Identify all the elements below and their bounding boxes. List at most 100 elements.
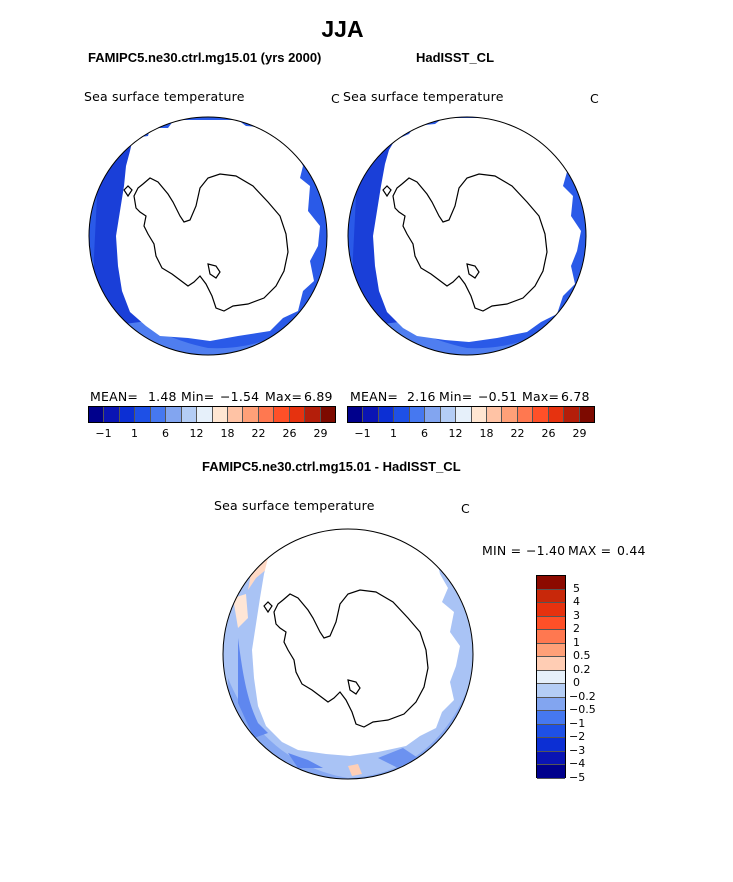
colorbar-swatch — [456, 407, 472, 422]
colorbar-swatch — [533, 407, 549, 422]
colorbar-swatch — [197, 407, 213, 422]
panel2-min-label: Min= — [439, 389, 473, 404]
colorbar-swatch — [227, 407, 244, 422]
colorbar-swatch — [289, 407, 306, 422]
panel1-min-value: −1.54 — [220, 389, 260, 404]
colorbar-swatch — [471, 407, 487, 422]
panel1-max-value: 6.89 — [304, 389, 333, 404]
colorbar-tick-label: 4 — [573, 595, 580, 609]
colorbar-tick-label: −3 — [569, 743, 586, 757]
colorbar-tick-label: 3 — [573, 608, 580, 622]
panel2-units-label: C — [590, 91, 599, 106]
panel2-polar-map — [347, 116, 587, 356]
colorbar-tick-label: −1 — [354, 427, 371, 440]
colorbar-swatch — [409, 407, 426, 422]
colorbar-swatch — [258, 407, 275, 422]
colorbar-swatch — [579, 407, 594, 422]
colorbar-tick-label: −5 — [569, 771, 586, 784]
colorbar-tick-label: 29 — [313, 427, 328, 440]
colorbar-swatch — [517, 407, 534, 422]
colorbar-swatch — [394, 407, 410, 422]
panel2-max-label: Max= — [522, 389, 560, 404]
colorbar-swatch — [548, 407, 565, 422]
colorbar-swatch — [537, 630, 565, 644]
colorbar-tick-label: 1 — [390, 427, 397, 440]
colorbar-swatch — [537, 751, 565, 766]
colorbar-tick-label: 29 — [572, 427, 587, 440]
panel3-variable-label: Sea surface temperature — [214, 498, 375, 513]
panel3-min-label: MIN = — [482, 543, 522, 558]
colorbar-swatch — [537, 697, 565, 712]
colorbar-tick-label: 6 — [162, 427, 169, 440]
colorbar-tick-label: 18 — [479, 427, 494, 440]
panel3-polar-map — [222, 528, 474, 780]
colorbar-tick-label: 1 — [131, 427, 138, 440]
panel1-polar-map — [88, 116, 328, 356]
panel1-units-label: C — [331, 91, 340, 106]
panel2-case-label: HadISST_CL — [416, 50, 495, 65]
colorbar-tick-label: 22 — [510, 427, 525, 440]
colorbar-swatch — [320, 407, 335, 422]
panel1-colorbar — [88, 406, 336, 423]
panel3-case-label: FAMIPC5.ne30.ctrl.mg15.01 - HadISST_CL — [202, 459, 461, 474]
colorbar-swatch — [104, 407, 120, 422]
colorbar-swatch — [537, 616, 565, 631]
panel3-min-value: −1.40 — [526, 543, 566, 558]
colorbar-swatch — [274, 407, 290, 422]
colorbar-tick-label: 6 — [421, 427, 428, 440]
panel2-max-value: 6.78 — [561, 389, 590, 404]
colorbar-swatch — [486, 407, 503, 422]
panel2-min-value: −0.51 — [478, 389, 518, 404]
colorbar-swatch — [564, 407, 580, 422]
colorbar-tick-label: −0.2 — [569, 689, 596, 703]
colorbar-tick-label: 2 — [573, 622, 580, 636]
panel3-colorbar — [536, 575, 566, 779]
panel1-case-label: FAMIPC5.ne30.ctrl.mg15.01 (yrs 2000) — [88, 50, 322, 65]
panel2-mean-label: MEAN= — [350, 389, 399, 404]
panel1-variable-label: Sea surface temperature — [84, 89, 245, 104]
colorbar-swatch — [135, 407, 151, 422]
colorbar-tick-label: 0.2 — [573, 662, 591, 676]
colorbar-tick-label: 0.5 — [573, 649, 591, 663]
colorbar-tick-label: 12 — [448, 427, 463, 440]
colorbar-swatch — [305, 407, 321, 422]
colorbar-swatch — [537, 670, 565, 685]
colorbar-tick-label: 26 — [541, 427, 556, 440]
panel1-max-label: Max= — [265, 389, 303, 404]
colorbar-swatch — [537, 711, 565, 725]
colorbar-swatch — [537, 603, 565, 617]
colorbar-tick-label: 12 — [189, 427, 204, 440]
colorbar-tick-label: 1 — [573, 635, 580, 649]
colorbar-swatch — [212, 407, 228, 422]
panel2-mean-value: 2.16 — [407, 389, 436, 404]
colorbar-swatch — [537, 657, 565, 671]
colorbar-swatch — [537, 724, 565, 739]
page-title: JJA — [321, 16, 364, 42]
colorbar-swatch — [348, 407, 364, 422]
colorbar-tick-label: 5 — [573, 581, 580, 595]
colorbar-tick-label: 0 — [573, 676, 580, 690]
colorbar-swatch — [243, 407, 259, 422]
colorbar-swatch — [166, 407, 182, 422]
colorbar-swatch — [119, 407, 136, 422]
colorbar-swatch — [502, 407, 518, 422]
colorbar-swatch — [363, 407, 379, 422]
colorbar-tick-label: 18 — [220, 427, 235, 440]
panel2-variable-label: Sea surface temperature — [343, 89, 504, 104]
panel3-colorbar-ticks: 5 4 3 2 1 0.5 0.2 0 −0.2 −0.5 −1 −2 −3 −4 −5 — [569, 575, 631, 784]
panel2-colorbar-ticks: −1 1 6 12 18 22 26 29 — [347, 427, 595, 441]
colorbar-swatch — [378, 407, 395, 422]
colorbar-tick-label: −0.5 — [569, 703, 596, 717]
colorbar-tick-label: 22 — [251, 427, 266, 440]
colorbar-swatch — [537, 589, 565, 604]
colorbar-swatch — [537, 765, 565, 779]
colorbar-tick-label: −4 — [569, 757, 586, 771]
colorbar-tick-label: −2 — [569, 730, 586, 744]
colorbar-swatch — [537, 684, 565, 698]
panel1-mean-value: 1.48 — [148, 389, 177, 404]
panel1-mean-label: MEAN= — [90, 389, 139, 404]
panel3-max-label: MAX = — [568, 543, 612, 558]
panel1-min-label: Min= — [181, 389, 215, 404]
panel3-max-value: 0.44 — [617, 543, 646, 558]
colorbar-swatch — [537, 738, 565, 752]
